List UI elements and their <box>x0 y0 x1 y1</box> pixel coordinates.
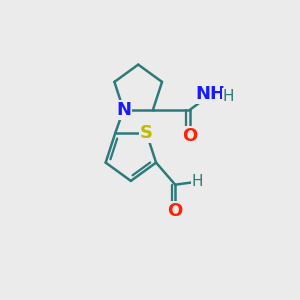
Text: S: S <box>140 124 153 142</box>
Text: H: H <box>191 174 203 189</box>
Text: N: N <box>116 101 131 119</box>
Text: O: O <box>168 202 183 220</box>
Text: NH: NH <box>195 85 225 103</box>
Text: H: H <box>222 89 234 104</box>
Text: O: O <box>182 128 197 146</box>
